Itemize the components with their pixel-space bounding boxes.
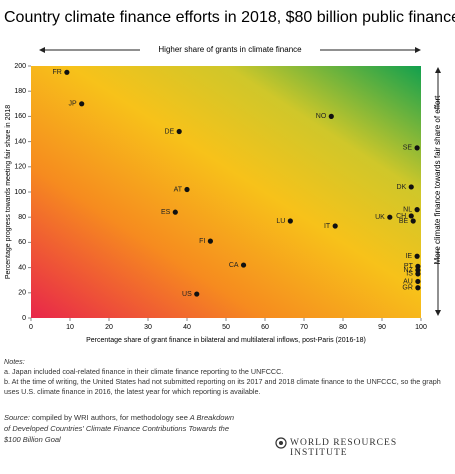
point-label: FR (53, 69, 62, 76)
x-tick-label: 60 (261, 324, 269, 331)
x-tick-label: 10 (66, 324, 74, 331)
point (410, 218, 416, 224)
y-tick-label: 60 (18, 239, 26, 246)
chart-title: Country climate finance efforts in 2018,… (4, 9, 455, 26)
y-tick-label: 160 (14, 113, 26, 120)
top-annotation: Higher share of grants in climate financ… (158, 45, 302, 54)
point-label: GR (402, 285, 413, 292)
point-label: AT (174, 186, 183, 193)
x-tick-label: 30 (144, 324, 152, 331)
point-label: NO (316, 113, 327, 120)
y-tick-label: 20 (18, 290, 26, 297)
y-tick-label: 180 (14, 88, 26, 95)
point (328, 113, 334, 119)
x-tick-label: 100 (415, 324, 427, 331)
notes: Notes: a. Japan included coal-related fi… (4, 357, 452, 397)
point (414, 145, 420, 151)
point (408, 184, 414, 190)
x-tick-label: 50 (222, 324, 230, 331)
point-label: NZ (404, 267, 414, 274)
point (408, 213, 414, 219)
note: a. Japan included coal-related finance i… (4, 367, 284, 376)
source: Source: compiled by WRI authors, for met… (4, 412, 236, 445)
point-label: AU (403, 278, 413, 285)
point (176, 128, 182, 135)
logo: WORLD RESOURCES INSTITUTE (290, 438, 398, 458)
point-label: BE (399, 218, 409, 225)
x-tick-label: 20 (105, 324, 113, 331)
source-text: compiled by WRI authors, for methodology… (31, 413, 188, 422)
point-label: NL (403, 206, 412, 213)
point (332, 223, 338, 229)
point (287, 218, 293, 224)
point-label: US (182, 291, 192, 298)
point (172, 209, 178, 215)
point (414, 207, 420, 213)
x-tick-label: 80 (339, 324, 347, 331)
right-annotation: More climate finance towards fair share … (433, 95, 442, 265)
point (194, 291, 200, 297)
point (79, 101, 85, 107)
point-label: DE (164, 128, 174, 135)
point-label: CH (396, 213, 406, 220)
point (414, 253, 420, 259)
note: b. At the time of writing, the United St… (4, 377, 441, 396)
x-tick-label: 0 (29, 324, 33, 331)
point-label: PT (404, 263, 414, 270)
y-tick-label: 40 (18, 264, 26, 271)
point-label: DK (397, 184, 407, 191)
point (415, 271, 421, 277)
point (184, 186, 190, 193)
point-label: LU (276, 218, 285, 225)
point (415, 278, 421, 285)
y-tick-label: 200 (14, 63, 26, 70)
point (387, 214, 393, 220)
point-label: ES (161, 209, 171, 216)
point-label: CA (229, 262, 239, 269)
source-prefix: Source: (4, 413, 30, 422)
point (415, 267, 421, 273)
x-axis-label: Percentage share of grant finance in bil… (86, 337, 366, 344)
plot-background (31, 66, 421, 318)
point (415, 263, 421, 269)
point-label: SE (403, 145, 413, 152)
y-axis-label: Percentage progress towards meeting fair… (5, 105, 12, 279)
point (415, 285, 421, 291)
source-reference[interactable]: A Breakdown of Developed Countries' Clim… (4, 413, 235, 444)
y-tick-label: 140 (14, 138, 26, 145)
logo-icon (275, 437, 287, 449)
y-tick-label: 100 (14, 189, 26, 196)
y-tick-label: 0 (22, 315, 26, 322)
x-tick-label: 40 (183, 324, 191, 331)
point-label: FI (199, 238, 205, 245)
notes-heading: Notes: (4, 357, 25, 366)
point-label: UK (375, 214, 385, 221)
point (64, 69, 70, 75)
y-tick-label: 80 (18, 214, 26, 221)
point-label: IS (406, 271, 413, 278)
point-label: IT (324, 223, 331, 230)
chart: Country climate finance efforts in 2018,… (4, 9, 455, 344)
point-label: JP (69, 101, 78, 108)
x-tick-label: 70 (300, 324, 308, 331)
point-label: IE (405, 253, 412, 260)
y-tick-label: 120 (14, 164, 26, 171)
point (240, 262, 247, 268)
x-tick-label: 90 (378, 324, 386, 331)
point (207, 238, 213, 244)
